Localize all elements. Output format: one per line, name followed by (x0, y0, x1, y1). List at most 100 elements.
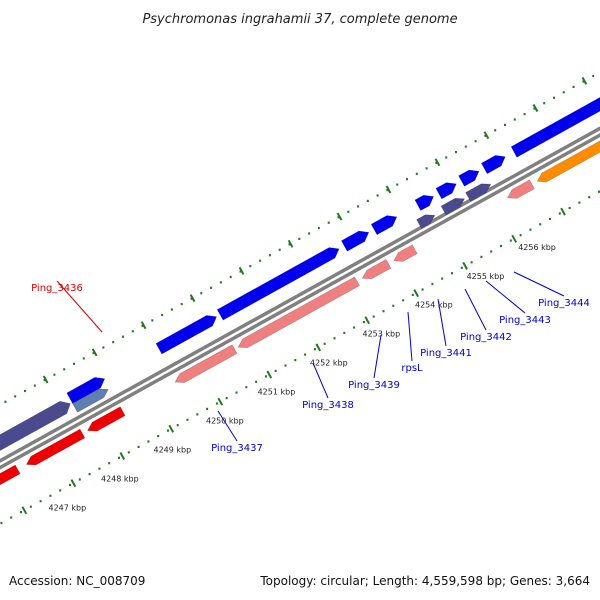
tick-dot-outer (406, 178, 408, 181)
tick-dot-inner (225, 397, 228, 400)
tick-dot-outer (572, 85, 575, 88)
gene-leader-line (407, 311, 413, 362)
gene-ping-3443 (458, 169, 480, 187)
tick-dot-inner (274, 369, 277, 372)
tick-dot-outer (278, 248, 281, 251)
tick-dot-outer (268, 254, 271, 257)
tick-dot-outer (484, 134, 487, 137)
scale-label: 4255 kbp (467, 272, 505, 281)
gene-label: Ping_3437 (211, 443, 263, 454)
tick-dot-outer (259, 259, 262, 262)
tick-dot-inner (509, 239, 512, 242)
tick-dot-outer (288, 243, 291, 246)
tick-dot-outer (200, 292, 203, 295)
tick-dot-inner (245, 386, 248, 389)
tick-dot-inner (284, 364, 287, 367)
tick-dot-outer (435, 161, 438, 164)
tick-dot-inner (578, 201, 581, 204)
gene-reverse-red (0, 464, 21, 486)
tick-dot-outer (112, 341, 115, 344)
tick-dot-outer (445, 156, 448, 159)
tick-dot-inner (127, 451, 130, 454)
scale-label: 4251 kbp (258, 388, 296, 397)
tick-dot-outer (504, 123, 506, 126)
tick-dot-inner (10, 516, 13, 519)
tick-dot-inner (480, 255, 483, 258)
tick-dot-outer (151, 319, 154, 322)
tick-dot-outer (357, 205, 360, 208)
gene-label: Ping_3442 (460, 332, 512, 343)
tick-dot-outer (455, 151, 457, 154)
tick-dot-outer (219, 281, 222, 284)
gene-leader-line (437, 298, 447, 347)
accession-label: Accession: NC_008709 (9, 574, 146, 588)
tick-dot-outer (122, 335, 124, 338)
tick-dot-outer (415, 172, 418, 175)
major-tick-outer (42, 375, 49, 384)
tick-dot-inner (549, 217, 551, 220)
tick-dot-outer (131, 330, 134, 333)
tick-dot-outer (592, 74, 595, 78)
gene-leader-line (485, 280, 526, 314)
scale-label: 4248 kbp (101, 475, 139, 484)
tick-dot-outer (73, 362, 75, 365)
tick-dot-inner (0, 521, 3, 525)
major-tick-outer (581, 76, 588, 85)
gene-reverse-light (174, 344, 238, 383)
tick-dot-outer (533, 107, 536, 110)
scale-label: 4249 kbp (154, 445, 192, 454)
tick-dot-inner (206, 407, 209, 410)
tick-dot-inner (20, 511, 22, 514)
gene-reverse-light (393, 244, 418, 262)
major-tick-outer (336, 212, 343, 221)
major-tick-outer (385, 185, 392, 194)
tick-dot-outer (327, 221, 330, 224)
gene-ping-3436 (66, 377, 106, 404)
major-tick-inner (315, 343, 322, 352)
major-tick-outer (189, 294, 196, 303)
tick-dot-inner (539, 223, 542, 226)
major-tick-outer (238, 266, 245, 275)
tick-dot-inner (392, 304, 395, 307)
tick-dot-outer (92, 351, 95, 355)
tick-dot-inner (176, 424, 179, 427)
major-tick-inner (168, 424, 175, 433)
major-tick-outer (287, 239, 294, 248)
topology-label: Topology: circular; Length: 4,559,598 bp… (260, 574, 590, 588)
tick-dot-inner (108, 462, 111, 465)
tick-dot-inner (372, 315, 375, 318)
gene-orange (536, 140, 600, 183)
major-tick-outer (532, 104, 539, 112)
tick-dot-inner (157, 435, 160, 438)
tick-dot-inner (196, 413, 199, 416)
gene-label: Ping_3444 (538, 298, 590, 309)
tick-dot-outer (386, 189, 389, 192)
major-tick-inner (21, 506, 28, 515)
gene-ping-3442 (435, 182, 457, 200)
tick-dot-outer (63, 368, 66, 371)
tick-dot-inner (59, 489, 62, 492)
gene-leader-line (312, 362, 329, 399)
tick-dot-outer (53, 373, 56, 376)
tick-dot-outer (474, 140, 477, 143)
tick-dot-outer (180, 303, 183, 306)
genome-backbone (0, 126, 600, 463)
gene-label: Ping_3443 (499, 315, 551, 326)
gene-dark-left (0, 400, 71, 451)
gene-reverse-light (361, 258, 392, 280)
tick-dot-inner (362, 321, 365, 324)
tick-dot-outer (337, 216, 340, 219)
tick-dot-inner (186, 418, 189, 421)
tick-dot-inner (323, 342, 326, 345)
gene-dark-small (465, 183, 492, 202)
tick-dot-inner (88, 473, 91, 476)
tick-dot-outer (14, 395, 17, 398)
tick-dot-outer (249, 265, 252, 268)
tick-dot-outer (190, 297, 193, 300)
tick-dot-outer (4, 400, 7, 403)
tick-dot-inner (598, 190, 600, 193)
gene-leader-line (513, 271, 565, 297)
major-tick-outer (91, 348, 98, 357)
gene-forward-light (72, 388, 109, 413)
